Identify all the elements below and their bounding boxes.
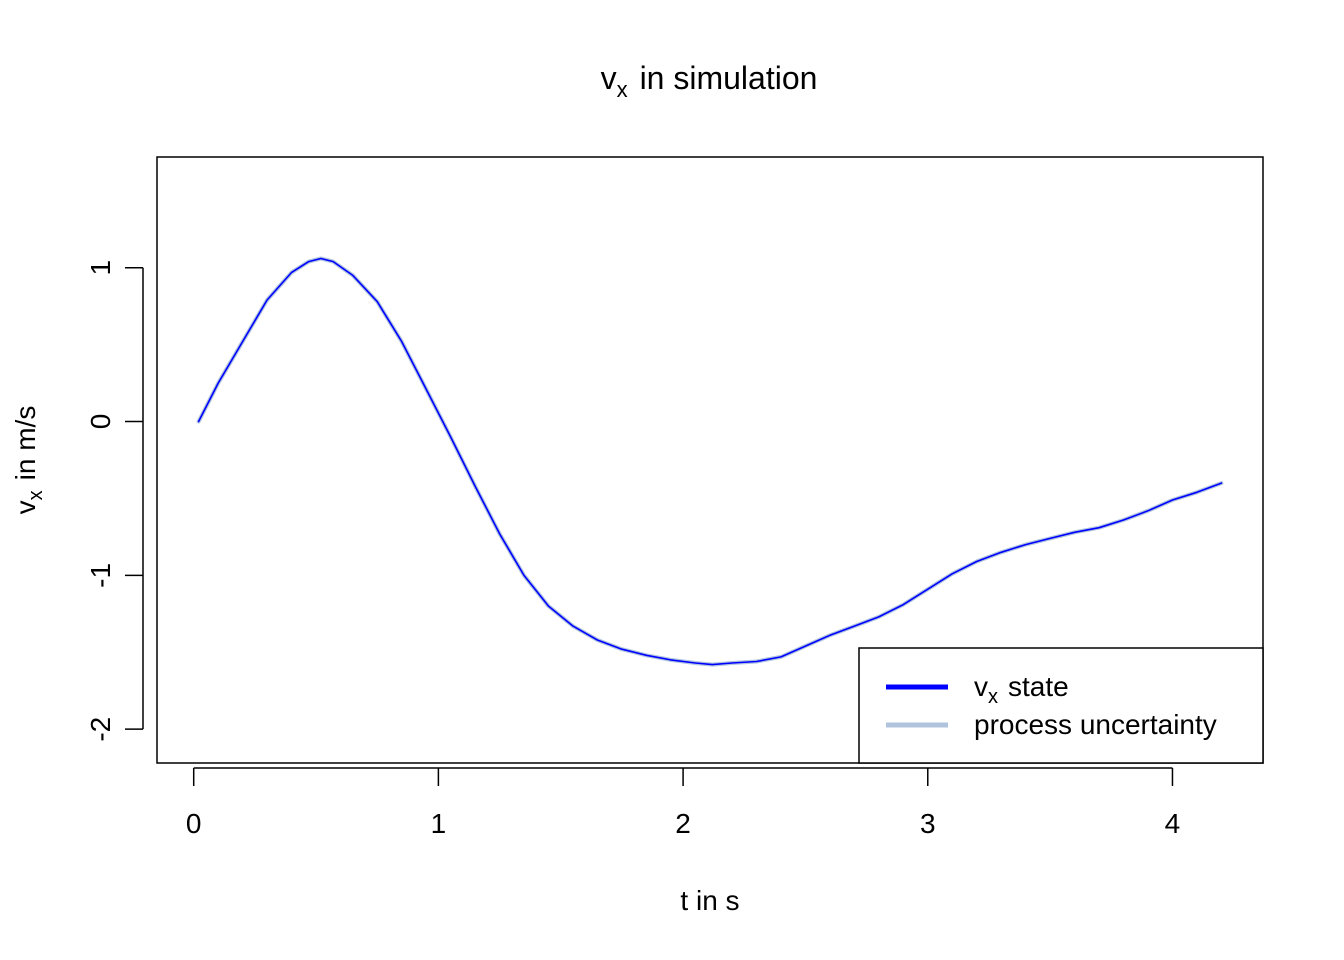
x-axis-label: t in s bbox=[680, 885, 739, 916]
y-tick-label: -1 bbox=[85, 563, 116, 588]
legend-box bbox=[858, 647, 1264, 764]
x-tick-label: 3 bbox=[920, 808, 936, 839]
x-tick-label: 2 bbox=[675, 808, 691, 839]
y-axis-label: vx in m/s bbox=[10, 406, 47, 515]
legend: vx state process uncertainty bbox=[858, 647, 1264, 764]
legend-label-state-subscript: x bbox=[988, 686, 998, 708]
y-axis: -2 -1 0 1 bbox=[85, 260, 144, 742]
y-tick-label: -2 bbox=[85, 717, 116, 742]
legend-label-uncertainty: process uncertainty bbox=[974, 709, 1217, 740]
legend-label-state-main: v bbox=[974, 671, 988, 702]
chart-title-main: v bbox=[601, 60, 617, 96]
y-tick-label: 0 bbox=[85, 414, 116, 430]
legend-label-state-rest: state bbox=[1008, 671, 1069, 702]
plot-area bbox=[196, 256, 1224, 667]
y-axis-label-subscript: x bbox=[25, 490, 47, 500]
x-axis: 0 1 2 3 4 bbox=[186, 767, 1181, 839]
legend-label-state: vx state bbox=[974, 671, 1069, 708]
chart-title: vx in simulation bbox=[601, 60, 818, 102]
x-tick-label: 1 bbox=[431, 808, 447, 839]
y-axis-label-rest: in m/s bbox=[10, 406, 41, 481]
series-line-process-uncertainty bbox=[196, 256, 1224, 667]
x-tick-label: 4 bbox=[1165, 808, 1181, 839]
chart-title-subscript: x bbox=[617, 77, 628, 102]
y-tick-label: 1 bbox=[85, 260, 116, 276]
plot-frame bbox=[156, 156, 1264, 764]
series-line-vx-state bbox=[197, 257, 1223, 666]
chart-title-rest: in simulation bbox=[640, 60, 818, 96]
y-axis-label-main: v bbox=[10, 500, 41, 514]
x-tick-label: 0 bbox=[186, 808, 202, 839]
